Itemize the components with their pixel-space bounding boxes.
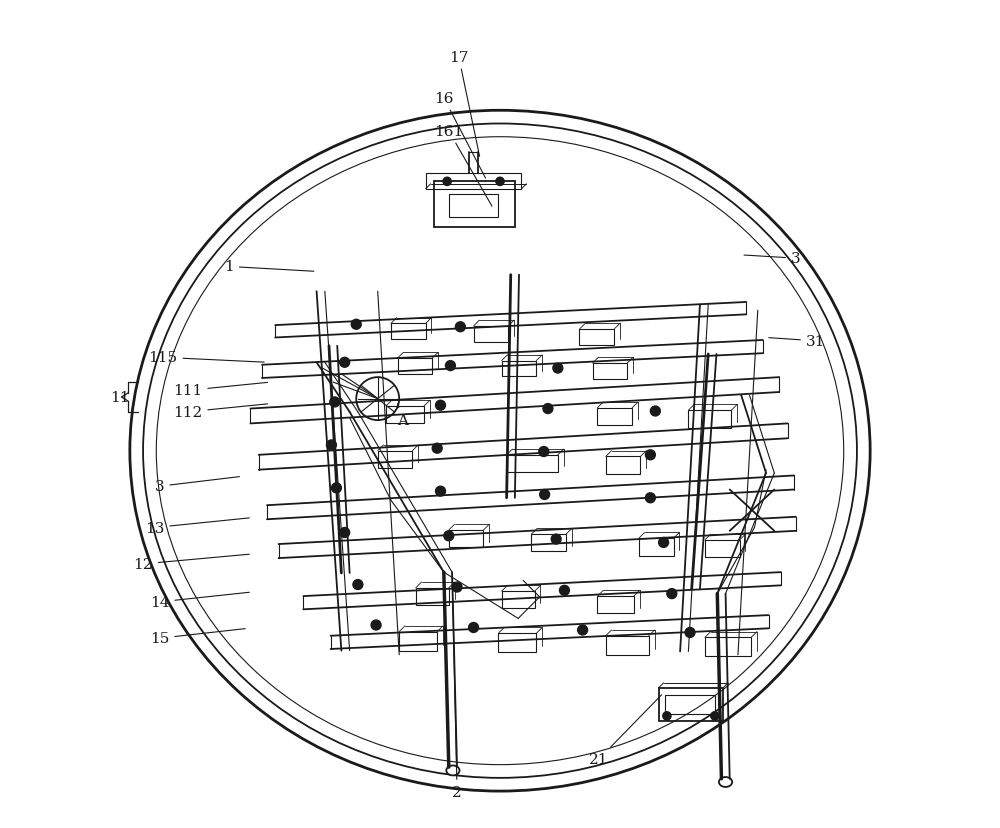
Text: 15: 15 [150,629,245,646]
Text: A: A [397,404,408,427]
Bar [593,363,627,379]
Text: 3: 3 [744,252,801,266]
Circle shape [645,493,655,503]
Ellipse shape [446,766,460,776]
Circle shape [540,490,550,500]
Bar [597,408,632,426]
Bar [579,330,614,345]
Bar [434,181,515,228]
Bar [416,588,449,605]
Bar [498,633,536,652]
Circle shape [496,178,504,186]
Bar [386,407,424,424]
Text: 3: 3 [155,477,239,493]
Bar [597,596,634,614]
Circle shape [340,528,350,537]
Circle shape [452,582,462,592]
Circle shape [455,322,465,332]
Bar [449,531,483,547]
Circle shape [443,178,451,186]
Text: 16: 16 [434,92,486,179]
Text: 13: 13 [145,518,249,535]
Text: 12: 12 [133,555,249,571]
Circle shape [432,444,442,454]
Bar [399,632,437,651]
Text: 21: 21 [589,695,662,766]
Circle shape [659,537,669,547]
Text: 161: 161 [434,125,492,207]
Circle shape [444,532,454,541]
Circle shape [559,585,569,595]
Bar [688,411,731,428]
Circle shape [340,358,350,368]
Circle shape [543,404,553,414]
Bar [705,540,740,557]
Bar [507,455,558,473]
Circle shape [326,440,336,450]
Circle shape [685,628,695,638]
Circle shape [667,589,677,599]
Circle shape [330,397,340,407]
Circle shape [351,320,361,330]
Bar [474,326,508,342]
Text: 112: 112 [173,404,268,419]
Circle shape [469,623,479,633]
Circle shape [663,712,671,720]
Bar [606,457,640,474]
Text: 115: 115 [148,351,264,365]
Bar [426,174,521,190]
Circle shape [436,401,445,411]
Bar [449,195,498,218]
Circle shape [371,620,381,630]
Bar [606,636,649,655]
Text: 1: 1 [224,260,314,274]
Circle shape [445,361,455,371]
Bar [378,451,412,469]
Circle shape [551,535,561,544]
Bar [659,688,723,721]
Text: 111: 111 [173,383,268,398]
Text: 31: 31 [769,335,825,349]
Bar [502,591,535,609]
Circle shape [645,450,655,460]
Bar [665,696,715,715]
Circle shape [711,712,719,720]
Text: 17: 17 [449,51,480,157]
Bar [391,324,426,339]
Text: 2: 2 [452,574,462,799]
Circle shape [650,407,660,416]
Bar [398,359,432,374]
Circle shape [553,363,563,373]
Circle shape [539,447,549,457]
Text: 14: 14 [150,593,249,609]
Bar [705,638,751,657]
Bar [639,538,674,556]
Circle shape [353,580,363,590]
Text: 11: 11 [110,391,130,405]
Ellipse shape [719,777,732,787]
Circle shape [331,484,341,493]
Circle shape [578,625,588,635]
Circle shape [436,487,445,497]
Bar [502,361,536,377]
Bar [531,535,566,551]
